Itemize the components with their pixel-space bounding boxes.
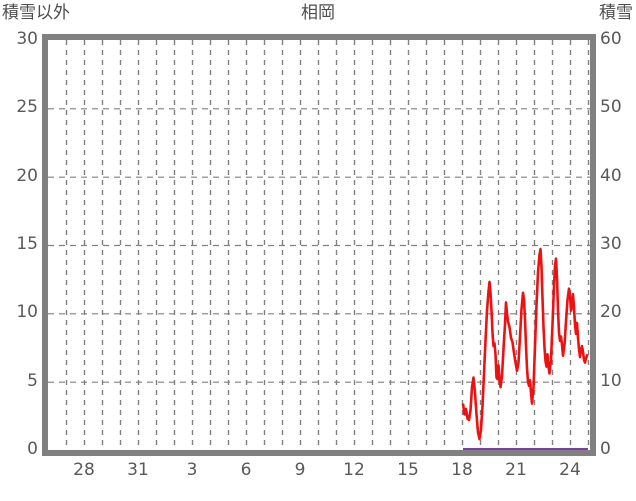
frame-left-edge [42,34,48,456]
y-tick-left-25: 25 [16,97,38,118]
x-tick-3: 6 [240,460,252,480]
chart-title: 相岡 [301,3,335,23]
x-tick-2: 3 [186,460,198,480]
y-tick-left-10: 10 [16,302,38,323]
y-tick-right-10: 10 [600,370,622,391]
x-tick-0: 28 [73,460,95,480]
x-tick-8: 21 [505,460,527,480]
x-tick-6: 15 [397,460,419,480]
plot-area [48,40,590,450]
y-tick-right-30: 30 [600,234,622,254]
y-tick-left-15: 15 [16,234,38,254]
y-tick-left-30: 30 [16,29,38,49]
right-axis-title: 積雪 [599,3,633,23]
series-layer [461,247,589,450]
frame-right-edge [590,34,596,456]
y-tick-right-20: 20 [600,302,622,323]
series-line-non-snow [461,247,589,441]
y-tick-right-50: 50 [600,97,622,118]
plot-svg [48,40,590,450]
x-tick-4: 9 [294,460,306,480]
y-tick-left-20: 20 [16,165,38,186]
x-tick-1: 31 [127,460,149,480]
y-tick-right-60: 60 [600,29,622,49]
left-axis-title: 積雪以外 [2,3,70,23]
y-tick-right-0: 0 [600,439,611,459]
y-tick-left-0: 0 [27,439,38,459]
x-tick-7: 18 [451,460,473,480]
frame-bottom-edge [42,450,596,456]
frame-top-edge [42,34,596,40]
y-tick-right-40: 40 [600,165,622,186]
plot-frame [42,34,596,456]
y-tick-left-5: 5 [27,370,38,391]
x-tick-5: 12 [343,460,365,480]
x-tick-9: 24 [559,460,581,480]
